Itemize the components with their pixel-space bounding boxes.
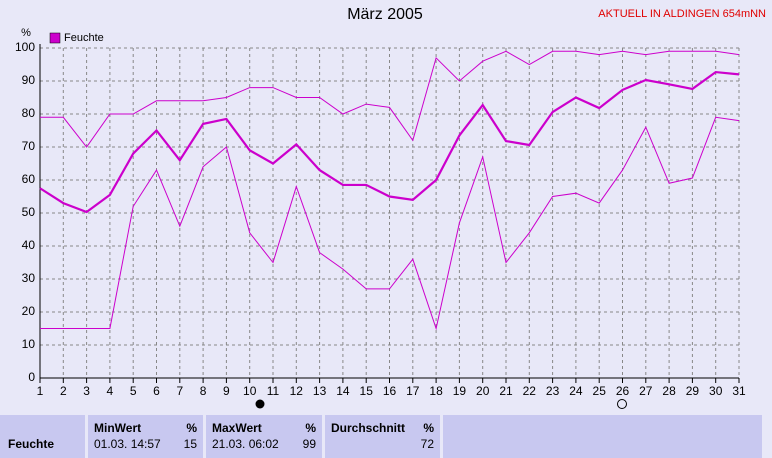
min-time: 01.03. 14:57	[94, 437, 161, 451]
x-tick-label: 10	[243, 384, 257, 398]
x-tick-label: 26	[616, 384, 630, 398]
y-tick-label: 40	[22, 238, 36, 252]
x-tick-label: 19	[453, 384, 467, 398]
x-tick-label: 23	[546, 384, 560, 398]
x-tick-label: 13	[313, 384, 327, 398]
empty-cell	[443, 415, 762, 458]
header-unit: %	[186, 421, 197, 435]
x-tick-label: 20	[476, 384, 490, 398]
chart: März 2005 AKTUELL IN ALDINGEN 654mNN % 0…	[15, 6, 766, 409]
x-tick-label: 24	[569, 384, 583, 398]
series-line	[40, 116, 740, 331]
x-tick-label: 27	[639, 384, 653, 398]
row-label-cell: Feuchte	[0, 415, 85, 458]
y-tick-label: 30	[22, 271, 36, 285]
header-unit: %	[423, 421, 434, 435]
x-tick-label: 29	[686, 384, 700, 398]
x-tick-label: 11	[267, 384, 280, 398]
x-tick-label: 7	[176, 384, 183, 398]
x-tick-label: 15	[360, 384, 374, 398]
y-tick-label: 90	[22, 73, 36, 87]
x-tick-label: 17	[406, 384, 420, 398]
x-tick-label: 1	[37, 384, 44, 398]
chart-title: März 2005	[347, 6, 423, 23]
row-label: Feuchte	[8, 437, 55, 451]
moon-icon	[617, 399, 627, 409]
x-tick-label: 21	[499, 384, 513, 398]
moon-icon	[255, 399, 265, 409]
x-tick-label: 22	[523, 384, 537, 398]
max-value: 99	[302, 437, 316, 451]
min-value: 15	[183, 437, 197, 451]
x-tick-label: 8	[200, 384, 207, 398]
x-tick-label: 5	[130, 384, 137, 398]
max-cell: MaxWert % 21.03. 06:02 99	[206, 415, 322, 458]
series-line	[39, 70, 740, 214]
y-tick-label: 60	[22, 172, 36, 186]
x-tick-label: 31	[732, 384, 746, 398]
x-tick-label: 3	[83, 384, 90, 398]
subtitle: AKTUELL IN ALDINGEN 654mNN	[598, 8, 766, 20]
x-tick-label: 30	[709, 384, 723, 398]
x-tick-label: 6	[153, 384, 160, 398]
y-tick-label: 0	[28, 370, 35, 384]
min-cell: MinWert % 01.03. 14:57 15	[88, 415, 203, 458]
x-tick-label: 4	[107, 384, 114, 398]
x-tick-label: 28	[662, 384, 676, 398]
y-tick-label: 50	[22, 205, 36, 219]
header-unit: %	[305, 421, 316, 435]
legend-swatch	[49, 32, 61, 44]
series-line	[40, 50, 740, 148]
x-tick-label: 2	[60, 384, 67, 398]
y-tick-label: 80	[22, 106, 36, 120]
x-tick-label: 14	[336, 384, 350, 398]
avg-cell: Durchschnitt % 72	[325, 415, 440, 458]
y-unit: %	[21, 27, 31, 39]
x-tick-label: 16	[383, 384, 397, 398]
max-time: 21.03. 06:02	[212, 437, 279, 451]
header: MaxWert	[212, 421, 262, 435]
x-tick-label: 9	[223, 384, 230, 398]
y-tick-label: 10	[22, 337, 36, 351]
legend-label: Feuchte	[64, 32, 104, 44]
header: Durchschnitt	[331, 421, 406, 435]
x-tick-label: 12	[290, 384, 304, 398]
header: MinWert	[94, 421, 142, 435]
y-tick-label: 100	[15, 40, 35, 54]
y-tick-label: 70	[22, 139, 36, 153]
x-tick-label: 25	[593, 384, 607, 398]
y-tick-label: 20	[22, 304, 36, 318]
x-tick-label: 18	[429, 384, 443, 398]
avg-value: 72	[420, 437, 434, 451]
